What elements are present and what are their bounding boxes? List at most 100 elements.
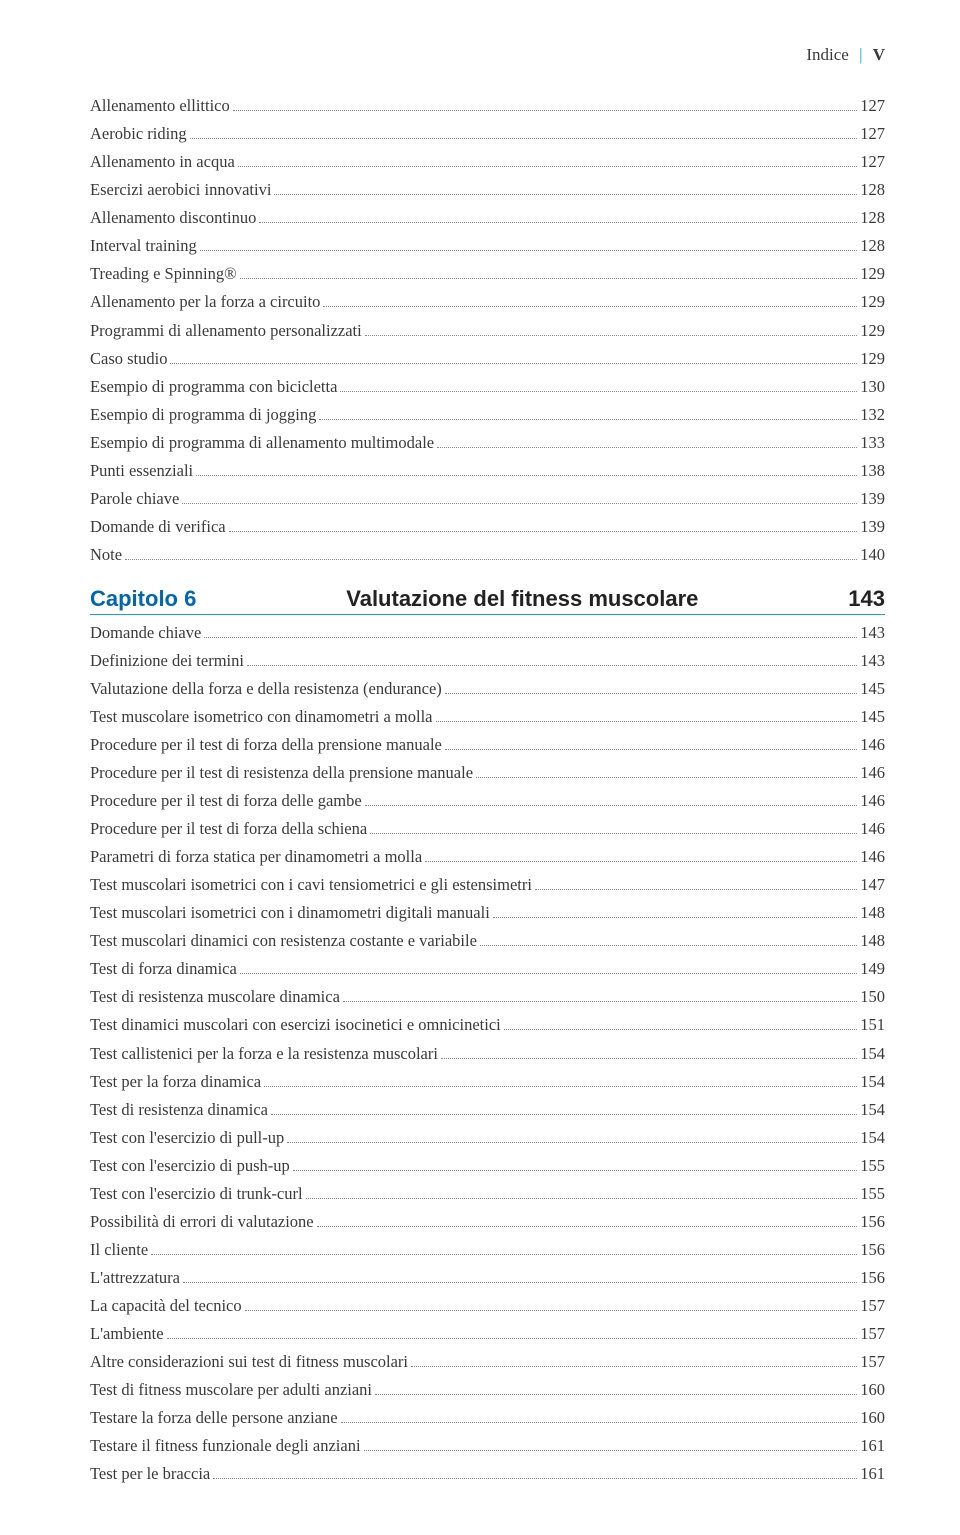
toc-leader-dots	[493, 917, 857, 918]
toc-leader-dots	[238, 166, 857, 167]
toc-entry-page: 154	[860, 1041, 885, 1067]
toc-leader-dots	[437, 447, 857, 448]
toc-row: Punti essenziali138	[90, 458, 885, 484]
toc-leader-dots	[125, 559, 857, 560]
toc-entry-label: Parole chiave	[90, 486, 179, 512]
toc-entry-page: 140	[860, 542, 885, 568]
toc-entry-page: 156	[860, 1265, 885, 1291]
toc-leader-dots	[445, 749, 857, 750]
toc-entry-label: Allenamento per la forza a circuito	[90, 289, 320, 315]
header-page-roman: V	[873, 45, 885, 64]
toc-entry-page: 149	[860, 956, 885, 982]
toc-entry-label: Altre considerazioni sui test di fitness…	[90, 1349, 408, 1375]
toc-row: L'attrezzatura 156	[90, 1265, 885, 1291]
toc-row: Test muscolari dinamici con resistenza c…	[90, 928, 885, 954]
toc-entry-page: 133	[860, 430, 885, 456]
toc-entry-page: 127	[860, 121, 885, 147]
toc-row: Note 140	[90, 542, 885, 568]
toc-leader-dots	[293, 1170, 857, 1171]
toc-entry-label: Test di forza dinamica	[90, 956, 237, 982]
toc-row: Test con l'esercizio di trunk-curl155	[90, 1181, 885, 1207]
toc-row: Allenamento per la forza a circuito129	[90, 289, 885, 315]
toc-leader-dots	[240, 973, 857, 974]
toc-row: Test callistenici per la forza e la resi…	[90, 1041, 885, 1067]
toc-entry-label: Programmi di allenamento personalizzati	[90, 318, 362, 344]
toc-entry-label: Allenamento ellittico	[90, 93, 230, 119]
toc-row: Domande di verifica139	[90, 514, 885, 540]
page-header: Indice | V	[90, 45, 885, 65]
toc-entry-page: 145	[860, 704, 885, 730]
toc-entry-label: Note	[90, 542, 122, 568]
chapter-heading: Capitolo 6 Valutazione del fitness musco…	[90, 586, 885, 615]
toc-entry-page: 132	[860, 402, 885, 428]
toc-leader-dots	[476, 777, 857, 778]
toc-row: Test muscolare isometrico con dinamometr…	[90, 704, 885, 730]
toc-leader-dots	[167, 1338, 858, 1339]
toc-entry-label: Test per la forza dinamica	[90, 1069, 261, 1095]
toc-entry-label: Procedure per il test di forza delle gam…	[90, 788, 362, 814]
toc-leader-dots	[340, 391, 857, 392]
toc-row: Testare la forza delle persone anziane16…	[90, 1405, 885, 1431]
toc-section-pre: Allenamento ellittico127Aerobic riding12…	[90, 93, 885, 568]
toc-row: Il cliente 156	[90, 1237, 885, 1263]
toc-entry-label: L'ambiente	[90, 1321, 164, 1347]
toc-leader-dots	[245, 1310, 858, 1311]
toc-row: Domande chiave143	[90, 620, 885, 646]
chapter-number: Capitolo 6	[90, 586, 196, 612]
toc-leader-dots	[375, 1394, 857, 1395]
toc-entry-page: 129	[860, 261, 885, 287]
toc-leader-dots	[151, 1254, 857, 1255]
toc-entry-label: L'attrezzatura	[90, 1265, 180, 1291]
toc-leader-dots	[317, 1226, 858, 1227]
toc-entry-page: 146	[860, 844, 885, 870]
toc-entry-page: 127	[860, 149, 885, 175]
toc-row: Test muscolari isometrici con i dinamome…	[90, 900, 885, 926]
toc-leader-dots	[264, 1086, 857, 1087]
toc-entry-page: 127	[860, 93, 885, 119]
toc-entry-label: Test con l'esercizio di push-up	[90, 1153, 290, 1179]
toc-entry-label: Test muscolare isometrico con dinamometr…	[90, 704, 433, 730]
toc-row: Test di resistenza muscolare dinamica150	[90, 984, 885, 1010]
toc-entry-label: Test callistenici per la forza e la resi…	[90, 1041, 438, 1067]
toc-row: Test muscolari isometrici con i cavi ten…	[90, 872, 885, 898]
toc-row: La capacità del tecnico 157	[90, 1293, 885, 1319]
toc-entry-page: 160	[860, 1405, 885, 1431]
header-label: Indice	[806, 45, 848, 64]
toc-entry-label: La capacità del tecnico	[90, 1293, 242, 1319]
toc-entry-page: 157	[860, 1349, 885, 1375]
toc-row: Esercizi aerobici innovativi128	[90, 177, 885, 203]
toc-row: Test di resistenza dinamica154	[90, 1097, 885, 1123]
toc-entry-label: Test di resistenza muscolare dinamica	[90, 984, 340, 1010]
toc-leader-dots	[365, 805, 858, 806]
toc-entry-label: Il cliente	[90, 1237, 148, 1263]
toc-entry-label: Test con l'esercizio di pull-up	[90, 1125, 284, 1151]
toc-leader-dots	[190, 138, 858, 139]
toc-leader-dots	[247, 665, 857, 666]
toc-entry-page: 154	[860, 1097, 885, 1123]
toc-entry-label: Test muscolari dinamici con resistenza c…	[90, 928, 477, 954]
toc-entry-page: 143	[860, 620, 885, 646]
toc-entry-page: 145	[860, 676, 885, 702]
toc-leader-dots	[441, 1058, 857, 1059]
toc-entry-label: Esempio di programma di jogging	[90, 402, 316, 428]
toc-entry-label: Test per le braccia	[90, 1461, 210, 1487]
toc-entry-page: 156	[860, 1237, 885, 1263]
toc-row: Parole chiave139	[90, 486, 885, 512]
toc-entry-page: 143	[860, 648, 885, 674]
toc-entry-page: 157	[860, 1293, 885, 1319]
toc-entry-label: Procedure per il test di forza della pre…	[90, 732, 442, 758]
toc-entry-page: 129	[860, 318, 885, 344]
toc-entry-page: 146	[860, 788, 885, 814]
toc-entry-label: Test dinamici muscolari con esercizi iso…	[90, 1012, 501, 1038]
toc-leader-dots	[183, 1282, 857, 1283]
toc-leader-dots	[445, 693, 857, 694]
toc-leader-dots	[365, 335, 858, 336]
toc-entry-page: 156	[860, 1209, 885, 1235]
toc-entry-page: 155	[860, 1181, 885, 1207]
toc-leader-dots	[229, 531, 858, 532]
header-separator: |	[859, 45, 862, 64]
toc-entry-page: 151	[860, 1012, 885, 1038]
toc-row: Test dinamici muscolari con esercizi iso…	[90, 1012, 885, 1038]
toc-leader-dots	[535, 889, 857, 890]
toc-row: Programmi di allenamento personalizzati 1…	[90, 318, 885, 344]
